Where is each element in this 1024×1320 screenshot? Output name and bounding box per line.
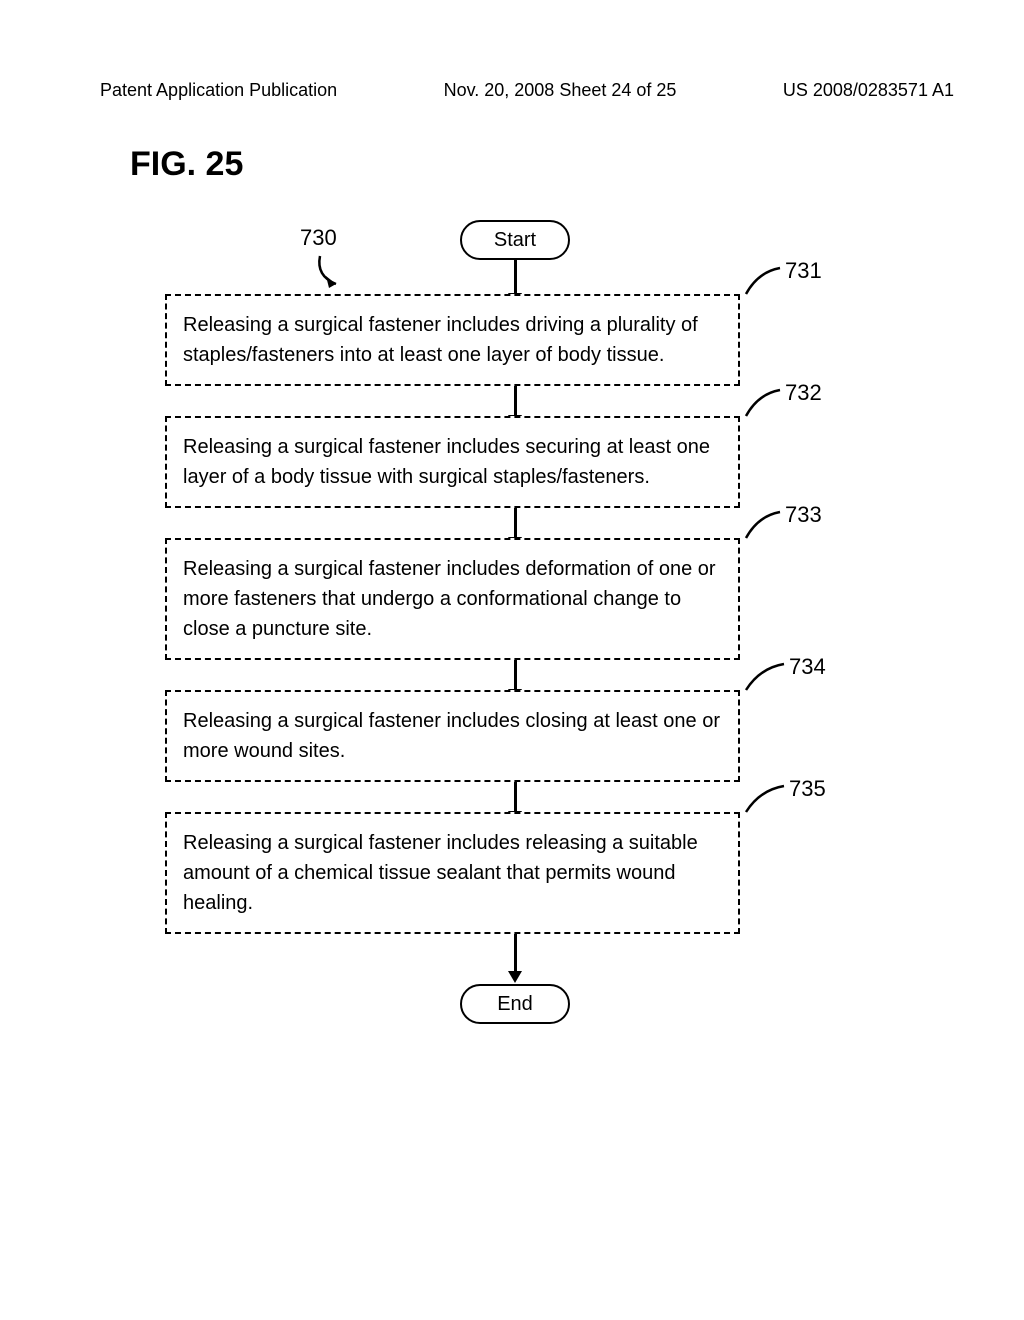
flowchart: Start Releasing a surgical fastener incl… xyxy=(165,220,865,1024)
page: Patent Application Publication Nov. 20, … xyxy=(0,0,1024,1320)
start-label: Start xyxy=(494,229,536,252)
step-731-text: Releasing a surgical fastener includes d… xyxy=(183,314,698,366)
step-731-wrap: Releasing a surgical fastener includes d… xyxy=(165,294,865,386)
end-label: End xyxy=(497,993,533,1016)
ref-732-label: 732 xyxy=(785,380,822,406)
step-734-box: Releasing a surgical fastener includes c… xyxy=(165,690,740,782)
step-734-text: Releasing a surgical fastener includes c… xyxy=(183,710,720,762)
arrow-731-to-732 xyxy=(514,386,516,416)
start-terminator: Start xyxy=(460,220,570,260)
arrow-733-to-734 xyxy=(514,660,516,690)
end-terminator: End xyxy=(460,984,570,1024)
page-header: Patent Application Publication Nov. 20, … xyxy=(100,80,954,101)
step-735-wrap: Releasing a surgical fastener includes r… xyxy=(165,812,865,934)
step-735-box: Releasing a surgical fastener includes r… xyxy=(165,812,740,934)
step-733-wrap: Releasing a surgical fastener includes d… xyxy=(165,538,865,660)
step-733-text: Releasing a surgical fastener includes d… xyxy=(183,558,716,640)
header-left: Patent Application Publication xyxy=(100,80,337,101)
ref-731-curve xyxy=(740,264,785,300)
ref-734-curve xyxy=(740,660,790,696)
arrow-735-to-end xyxy=(514,934,516,972)
ref-733-curve xyxy=(740,508,785,544)
step-732-text: Releasing a surgical fastener includes s… xyxy=(183,436,710,488)
arrow-start-to-731 xyxy=(514,260,516,294)
step-734-wrap: Releasing a surgical fastener includes c… xyxy=(165,690,865,782)
step-732-box: Releasing a surgical fastener includes s… xyxy=(165,416,740,508)
ref-734-label: 734 xyxy=(789,654,826,680)
ref-733-label: 733 xyxy=(785,502,822,528)
step-731-box: Releasing a surgical fastener includes d… xyxy=(165,294,740,386)
ref-735-label: 735 xyxy=(789,776,826,802)
ref-735-curve xyxy=(740,782,790,818)
arrow-734-to-735 xyxy=(514,782,516,812)
step-733-box: Releasing a surgical fastener includes d… xyxy=(165,538,740,660)
header-mid: Nov. 20, 2008 Sheet 24 of 25 xyxy=(444,80,677,101)
arrow-732-to-733 xyxy=(514,508,516,538)
ref-732-curve xyxy=(740,386,785,422)
header-right: US 2008/0283571 A1 xyxy=(783,80,954,101)
ref-731-label: 731 xyxy=(785,258,822,284)
step-735-text: Releasing a surgical fastener includes r… xyxy=(183,832,698,914)
figure-title: FIG. 25 xyxy=(130,145,243,184)
step-732-wrap: Releasing a surgical fastener includes s… xyxy=(165,416,865,508)
